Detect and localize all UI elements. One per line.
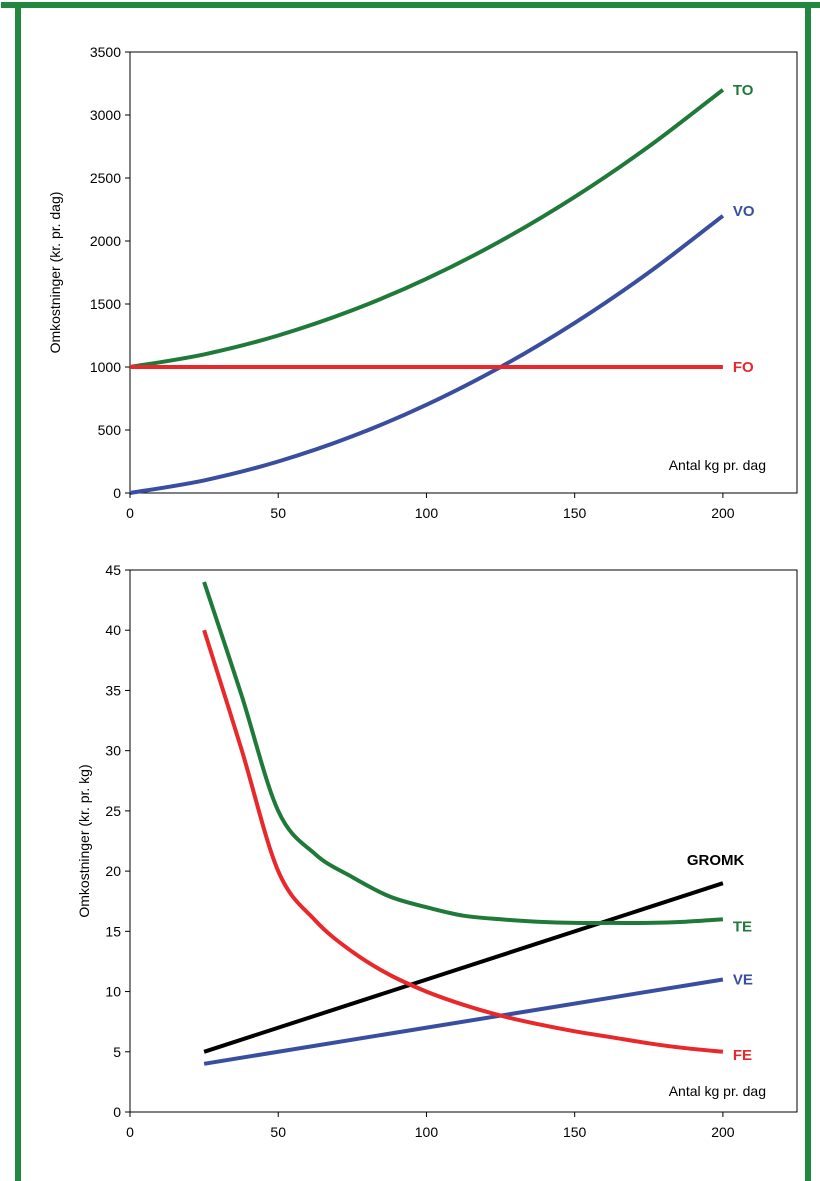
chart2-x-axis-title: Antal kg pr. dag — [669, 1083, 766, 1099]
cost-chart-per-day: TO VO FO 0 500 1000 1500 2000 2500 3000 3500 0 50 10… — [47, 44, 798, 521]
chart2-x-tick-label: 0 — [126, 1124, 134, 1140]
cost-chart-per-kg: GROMK TE VE FE 0 5 10 15 20 25 30 35 40 45 0 50 100 150 2… — [76, 562, 798, 1140]
chart2-y-tick-label: 0 — [113, 1104, 121, 1120]
chart2-y-tick-label: 30 — [105, 743, 121, 759]
chart1-y-tick-label: 1500 — [90, 296, 121, 312]
chart2-y-tick-label: 45 — [105, 562, 121, 578]
chart1-y-tick-label: 1000 — [90, 359, 121, 375]
chart1-series-group: TO VO FO — [129, 82, 755, 495]
chart2-y-tick-label: 10 — [105, 984, 121, 1000]
chart1-x-tick-label: 50 — [270, 505, 286, 521]
chart1-series-label-fo: FO — [733, 359, 754, 376]
chart2-axes: 0 5 10 15 20 25 30 35 40 45 0 50 100 150 200 — [105, 562, 734, 1140]
chart2-y-tick-label: 5 — [113, 1044, 121, 1060]
chart1-series-line-vo — [129, 214, 725, 495]
chart2-x-tick-label: 200 — [711, 1124, 735, 1140]
chart1-x-tick-label: 150 — [563, 505, 587, 521]
chart2-series-line-te — [202, 581, 724, 925]
chart2-y-tick-label: 20 — [105, 863, 121, 879]
chart2-plot-frame — [129, 569, 798, 1113]
chart1-plot-frame — [129, 51, 798, 494]
chart2-x-tick-label: 50 — [270, 1124, 286, 1140]
chart1-y-tick-label: 2000 — [90, 233, 121, 249]
chart1-x-tick-label: 0 — [126, 505, 134, 521]
chart2-series-line-gromk — [203, 881, 724, 1054]
chart1-x-tick-label: 200 — [711, 505, 735, 521]
chart2-series-line-ve — [203, 977, 724, 1066]
chart1-series-label-vo: VO — [733, 203, 755, 220]
chart2-y-tick-label: 15 — [105, 923, 121, 939]
chart1-y-tick-label: 2500 — [90, 170, 121, 186]
chart2-series-label-fe: FE — [733, 1047, 752, 1064]
chart1-x-axis-title: Antal kg pr. dag — [669, 457, 766, 473]
chart1-series-label-to: TO — [733, 82, 754, 99]
chart1-y-axis-title: Omkostninger (kr. pr. dag) — [47, 192, 63, 354]
chart2-y-tick-label: 35 — [105, 682, 121, 698]
chart2-y-axis-title: Omkostninger (kr. pr. kg) — [76, 764, 92, 917]
chart1-y-tick-label: 0 — [113, 485, 121, 501]
chart2-series-label-te: TE — [733, 918, 752, 935]
chart1-y-tick-label: 3500 — [90, 44, 121, 60]
chart1-x-tick-label: 100 — [415, 505, 439, 521]
chart1-y-tick-label: 3000 — [90, 107, 121, 123]
chart2-series-group: GROMK TE VE FE — [202, 581, 753, 1066]
chart2-series-line-fe — [202, 629, 724, 1054]
chart2-series-label-gromk: GROMK — [687, 852, 745, 869]
chart1-series-line-to — [129, 88, 725, 369]
chart2-y-tick-label: 40 — [105, 622, 121, 638]
chart1-axes: 0 500 1000 1500 2000 2500 3000 3500 0 50 100 150 200 — [90, 44, 735, 521]
chart2-series-label-ve: VE — [733, 972, 753, 989]
chart2-y-tick-label: 25 — [105, 803, 121, 819]
chart2-x-tick-label: 150 — [563, 1124, 587, 1140]
chart1-y-tick-label: 500 — [98, 422, 122, 438]
chart2-x-tick-label: 100 — [415, 1124, 439, 1140]
